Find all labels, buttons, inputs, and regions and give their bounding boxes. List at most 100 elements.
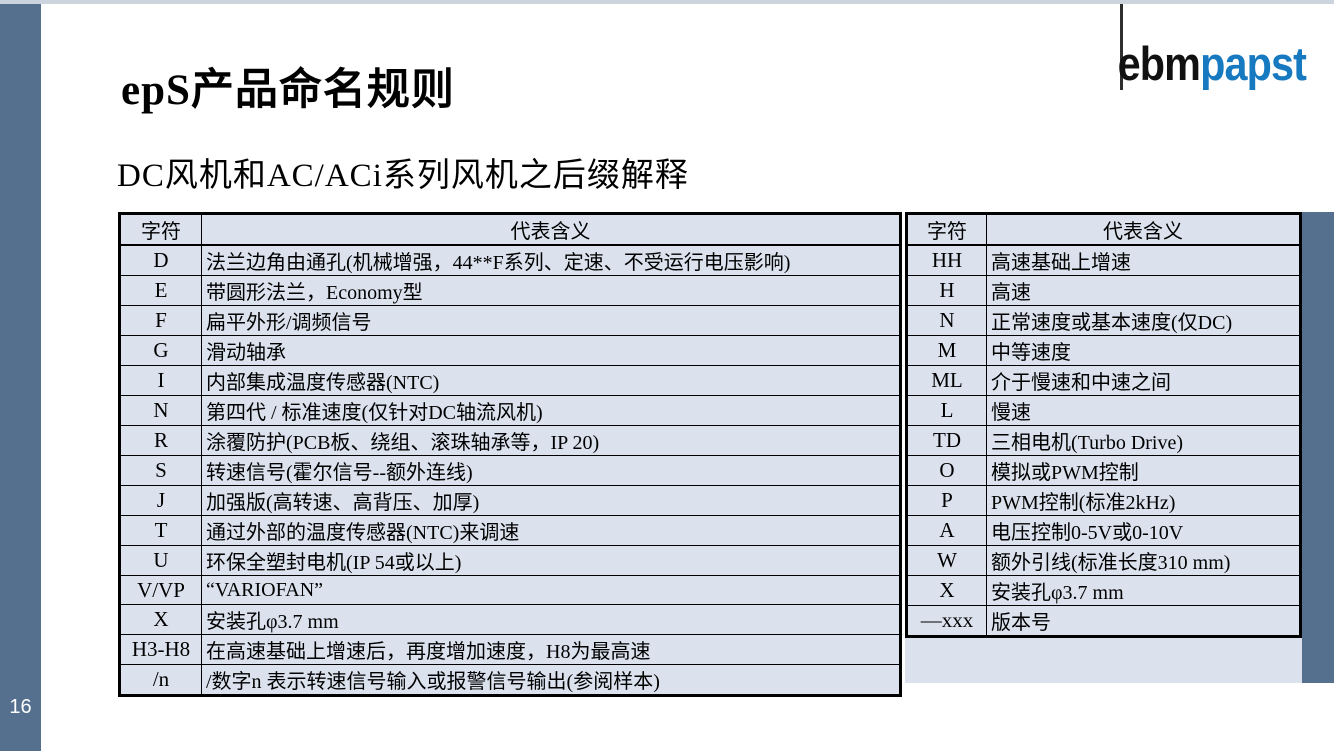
- logo-ebm-text: ebm: [1117, 37, 1201, 90]
- char-cell: L: [906, 395, 987, 426]
- page-title: epS产品命名规则: [121, 67, 455, 114]
- table-row: M 中等速度: [906, 335, 1301, 366]
- char-cell: —xxx: [906, 605, 987, 637]
- table-row: A 电压控制0-5V或0-10V: [906, 515, 1301, 546]
- char-cell: R: [119, 425, 202, 456]
- table-row: /n/数字n 表示转速信号输入或报警信号输出(参阅样本): [119, 664, 901, 696]
- table-row: D 法兰边角由通孔(机械增强，44**F系列、定速、不受运行电压影响): [119, 244, 901, 276]
- left-sidebar: [0, 4, 41, 751]
- table-row: E 带圆形法兰，Economy型: [119, 275, 901, 306]
- table-row: J 加强版(高转速、高背压、加厚): [119, 485, 901, 516]
- char-cell: TD: [906, 425, 987, 456]
- meaning-cell: 内部集成温度传感器(NTC): [201, 365, 901, 396]
- table-row: X 安装孔φ3.7 mm: [119, 604, 901, 635]
- meaning-cell: 模拟或PWM控制: [986, 455, 1301, 486]
- table-row: TD 三相电机(Turbo Drive): [906, 425, 1301, 456]
- table-row: L 慢速: [906, 395, 1301, 426]
- table-row: T 通过外部的温度传感器(NTC)来调速: [119, 515, 901, 546]
- table-row: O 模拟或PWM控制: [906, 455, 1301, 486]
- char-cell: O: [906, 455, 987, 486]
- meaning-cell: 安装孔φ3.7 mm: [201, 604, 901, 635]
- table-row: HH 高速基础上增速: [906, 244, 1301, 276]
- meaning-cell: 中等速度: [986, 335, 1301, 366]
- meaning-cell: 高速: [986, 275, 1301, 306]
- char-cell: ML: [906, 365, 987, 396]
- meaning-cell: PWM控制(标准2kHz): [986, 485, 1301, 516]
- logo-divider: [1120, 4, 1123, 90]
- char-cell: F: [119, 305, 202, 336]
- top-strip: [0, 0, 1334, 4]
- table-row: H3-H8 在高速基础上增速后，再度增加速度，H8为最高速: [119, 634, 901, 665]
- char-cell: A: [906, 515, 987, 546]
- meaning-cell: 通过外部的温度传感器(NTC)来调速: [201, 515, 901, 546]
- char-cell: U: [119, 545, 202, 576]
- char-cell: N: [906, 305, 987, 336]
- meaning-cell: 扁平外形/调频信号: [201, 305, 901, 336]
- meaning-cell: 慢速: [986, 395, 1301, 426]
- meaning-cell: 法兰边角由通孔(机械增强，44**F系列、定速、不受运行电压影响): [201, 244, 901, 276]
- table-row: R 涂覆防护(PCB板、绕组、滚珠轴承等，IP 20): [119, 425, 901, 456]
- char-cell: P: [906, 485, 987, 516]
- logo-papst-text: papst: [1200, 37, 1307, 90]
- page-subtitle: DC风机和AC/ACi系列风机之后缀解释: [117, 158, 689, 194]
- right-table-area: 字符 代表含义 HH 高速基础上增速 H 高速 N 正常速度或基本速度(仅DC) M 中等速度…: [905, 212, 1302, 683]
- meaning-cell: 转速信号(霍尔信号--额外连线): [201, 455, 901, 486]
- meaning-cell: 正常速度或基本速度(仅DC): [986, 305, 1301, 336]
- char-cell: H: [906, 275, 987, 306]
- char-cell: V/VP: [119, 575, 202, 605]
- meaning-cell: 高速基础上增速: [986, 244, 1301, 276]
- right-edge-strip: [1302, 212, 1334, 683]
- meaning-cell: 带圆形法兰，Economy型: [201, 275, 901, 306]
- table-row: G 滑动轴承: [119, 335, 901, 366]
- table-row: —xxx 版本号: [906, 605, 1301, 637]
- char-cell: HH: [906, 244, 987, 276]
- meaning-cell: 涂覆防护(PCB板、绕组、滚珠轴承等，IP 20): [201, 425, 901, 456]
- table-row: N 正常速度或基本速度(仅DC): [906, 305, 1301, 336]
- char-cell: W: [906, 545, 987, 576]
- meaning-cell: 滑动轴承: [201, 335, 901, 366]
- table-header-row: 字符 代表含义: [906, 213, 1301, 246]
- char-cell: M: [906, 335, 987, 366]
- table-row: N 第四代 / 标准速度(仅针对DC轴流风机): [119, 395, 901, 426]
- char-cell: G: [119, 335, 202, 366]
- char-cell: X: [906, 575, 987, 606]
- meaning-cell: 额外引线(标准长度310 mm): [986, 545, 1301, 576]
- meaning-column-header: 代表含义: [201, 213, 901, 246]
- meaning-column-header: 代表含义: [986, 213, 1301, 246]
- meaning-cell: 加强版(高转速、高背压、加厚): [201, 485, 901, 516]
- table-row: U 环保全塑封电机(IP 54或以上): [119, 545, 901, 576]
- meaning-cell: /数字n 表示转速信号输入或报警信号输出(参阅样本): [201, 664, 901, 696]
- meaning-cell: 三相电机(Turbo Drive): [986, 425, 1301, 456]
- table-row: X 安装孔φ3.7 mm: [906, 575, 1301, 606]
- right-suffix-table: 字符 代表含义 HH 高速基础上增速 H 高速 N 正常速度或基本速度(仅DC) M 中等速度…: [905, 212, 1302, 638]
- char-cell: T: [119, 515, 202, 546]
- meaning-cell: “VARIOFAN”: [201, 575, 901, 605]
- page-number: 16: [9, 696, 32, 718]
- table-header-row: 字符 代表含义: [119, 213, 901, 246]
- table-row: V/VP “VARIOFAN”: [119, 575, 901, 605]
- meaning-cell: 环保全塑封电机(IP 54或以上): [201, 545, 901, 576]
- table-row: W 额外引线(标准长度310 mm): [906, 545, 1301, 576]
- char-column-header: 字符: [119, 213, 202, 246]
- char-cell: N: [119, 395, 202, 426]
- table-row: H 高速: [906, 275, 1301, 306]
- char-cell: I: [119, 365, 202, 396]
- char-cell: /n: [119, 664, 202, 696]
- table-row: S 转速信号(霍尔信号--额外连线): [119, 455, 901, 486]
- meaning-cell: 版本号: [986, 605, 1301, 637]
- char-cell: J: [119, 485, 202, 516]
- left-table-area: 字符 代表含义 D 法兰边角由通孔(机械增强，44**F系列、定速、不受运行电压影…: [118, 212, 902, 697]
- char-cell: X: [119, 604, 202, 635]
- meaning-cell: 在高速基础上增速后，再度增加速度，H8为最高速: [201, 634, 901, 665]
- table-row: P PWM控制(标准2kHz): [906, 485, 1301, 516]
- meaning-cell: 安装孔φ3.7 mm: [986, 575, 1301, 606]
- meaning-cell: 第四代 / 标准速度(仅针对DC轴流风机): [201, 395, 901, 426]
- char-cell: D: [119, 244, 202, 276]
- table-row: F 扁平外形/调频信号: [119, 305, 901, 336]
- char-cell: E: [119, 275, 202, 306]
- table-row: ML 介于慢速和中速之间: [906, 365, 1301, 396]
- meaning-cell: 电压控制0-5V或0-10V: [986, 515, 1301, 546]
- char-cell: H3-H8: [119, 634, 202, 665]
- meaning-cell: 介于慢速和中速之间: [986, 365, 1301, 396]
- char-column-header: 字符: [906, 213, 987, 246]
